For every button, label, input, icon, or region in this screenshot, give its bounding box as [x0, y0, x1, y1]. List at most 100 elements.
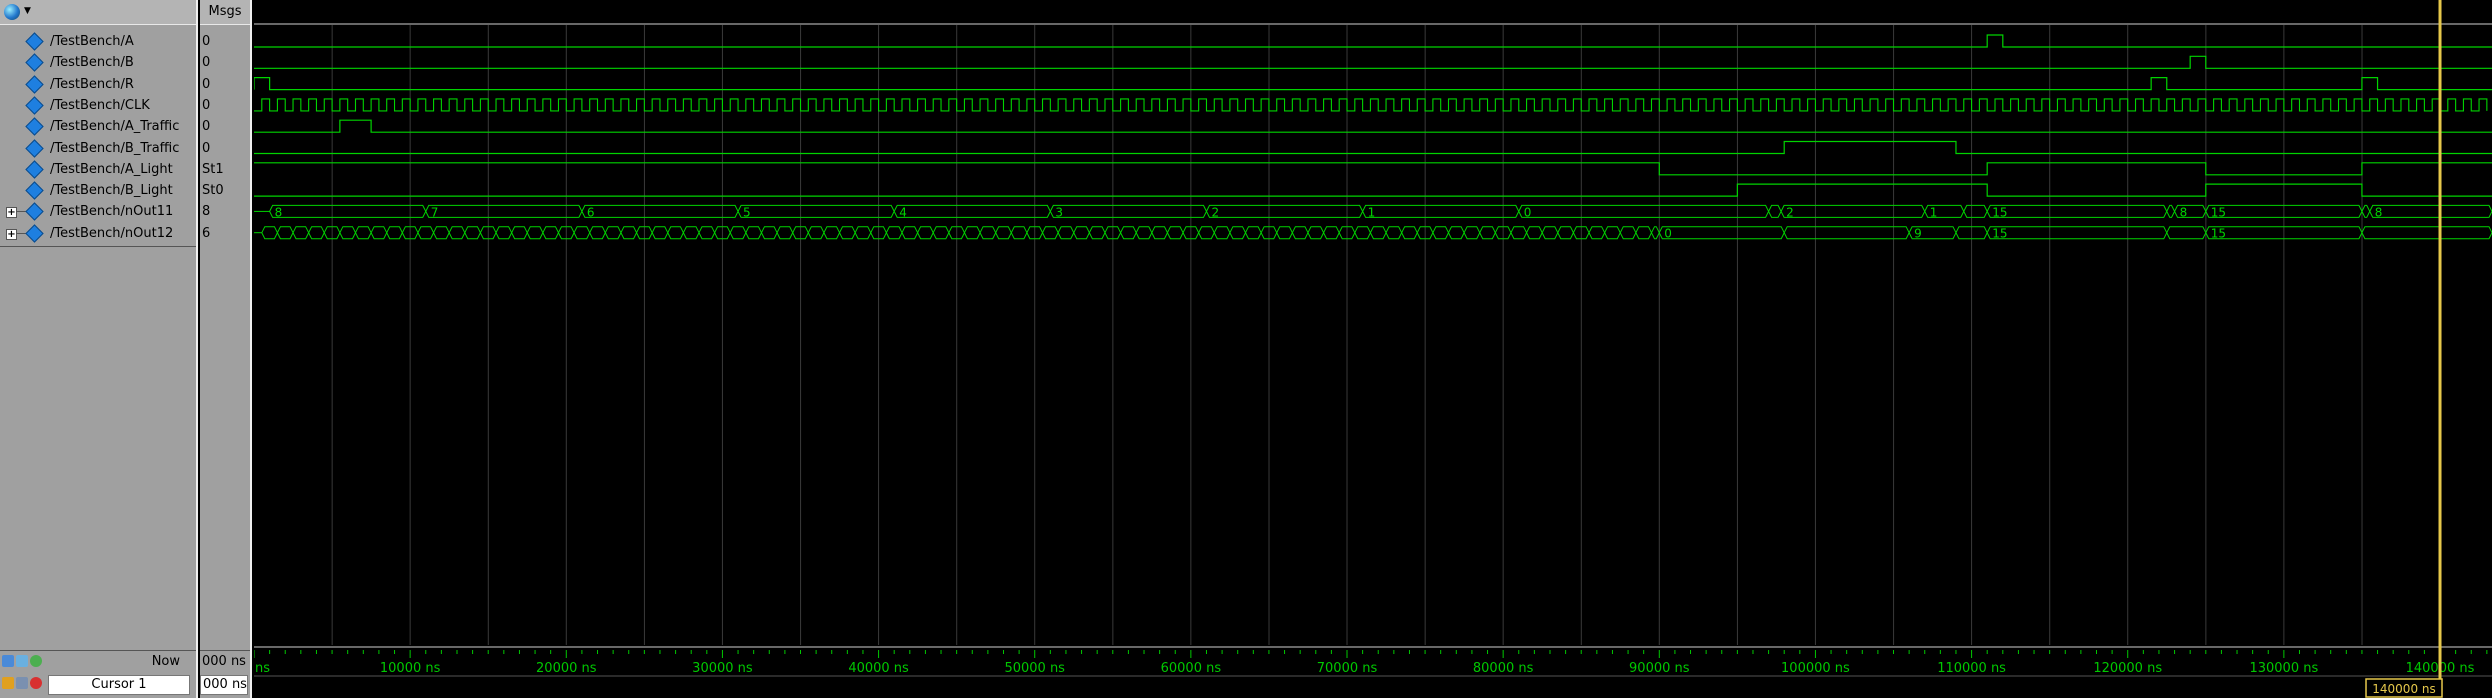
- bus-nOut12-segment: [1151, 226, 1169, 240]
- ruler-label: 130000 ns: [2249, 661, 2318, 676]
- bus-nOut11-segment: [893, 204, 1051, 218]
- add-wave-icon[interactable]: [16, 655, 28, 667]
- signal-icon: [25, 160, 44, 179]
- signal-icon: [25, 223, 44, 243]
- signal-name: /TestBench/nOut11: [50, 204, 174, 220]
- bus-nOut12-segment: [1510, 226, 1528, 240]
- signal-row[interactable]: + /TestBench/nOut12: [0, 223, 196, 244]
- bus-nOut12-segment: [433, 226, 450, 240]
- bus-nOut12-segment: [1619, 226, 1637, 240]
- bus-nOut12-segment: [308, 226, 325, 240]
- bus-nOut11-segment: [2166, 204, 2176, 218]
- ruler-label: 20000 ns: [536, 661, 597, 676]
- signal-row[interactable]: /TestBench/A_Light: [0, 159, 196, 180]
- signal-row[interactable]: /TestBench/A: [0, 31, 196, 52]
- signal-name: /TestBench/B_Light: [50, 183, 173, 199]
- signal-name: /TestBench/B: [50, 55, 134, 71]
- bus-nOut12-segment: [1557, 226, 1574, 240]
- bus-nOut12-segment: [1604, 226, 1621, 240]
- bus-nOut12-segment: [448, 226, 466, 240]
- bus-nOut12-segment: [760, 226, 778, 240]
- cursor-time-box[interactable]: [2365, 678, 2443, 698]
- wave-B-Traffic: [254, 140, 2492, 155]
- cursor-name-field[interactable]: Cursor 1: [48, 675, 190, 695]
- bus-nOut12-segment: [370, 226, 388, 240]
- bus-nOut12-value: 15: [1992, 227, 2007, 241]
- bus-nOut12-segment: [807, 226, 825, 240]
- bus-nOut12-segment: [604, 226, 622, 240]
- bus-nOut12-value: 15: [2211, 227, 2226, 241]
- signal-value: St1: [202, 161, 224, 177]
- values-header: Msgs: [200, 0, 250, 25]
- signal-row[interactable]: + /TestBench/nOut11: [0, 201, 196, 222]
- delete-cursor-icon[interactable]: [30, 677, 42, 689]
- signal-row[interactable]: /TestBench/A_Traffic: [0, 116, 196, 137]
- expand-icon[interactable]: +: [6, 207, 17, 219]
- bus-nOut11-value: 5: [743, 205, 751, 219]
- zoom-icon[interactable]: [2, 655, 14, 667]
- globe-icon[interactable]: [4, 4, 20, 20]
- bus-nOut11-value: 1: [1930, 205, 1938, 219]
- expand-icon[interactable]: +: [6, 228, 17, 240]
- bus-nOut12-segment: [386, 226, 403, 240]
- bus-nOut12-segment: [776, 226, 794, 240]
- bus-nOut12-segment: [2166, 226, 2207, 240]
- bus-nOut12-segment: [1088, 226, 1106, 240]
- waveform-canvas[interactable]: 8 7 6 5 4 3 2 1 0 2 1 15 8 15 8 0 9 15 15 ns 10000 ns 20000 n…: [254, 0, 2492, 698]
- bus-nOut12-segment: [526, 226, 544, 240]
- signal-icon: [25, 74, 44, 94]
- bus-nOut11-value: 8: [2180, 205, 2188, 219]
- lock-icon[interactable]: [2, 677, 14, 689]
- signal-row[interactable]: /TestBench/B: [0, 52, 196, 73]
- bus-nOut12-segment: [729, 226, 747, 240]
- bus-nOut11-segment: [1205, 204, 1364, 218]
- bus-nOut11-segment: [737, 204, 895, 218]
- signal-icon: [25, 96, 44, 115]
- add-cursor-icon[interactable]: [30, 655, 42, 667]
- bus-nOut12-segment: [1783, 226, 1910, 240]
- bus-nOut12-segment: [339, 226, 357, 240]
- tree-connector: [16, 211, 26, 213]
- bus-nOut12-segment: [682, 226, 700, 240]
- signal-icon: [25, 181, 44, 200]
- tree-connector: [16, 232, 26, 234]
- signal-row[interactable]: /TestBench/B_Traffic: [0, 138, 196, 159]
- bus-nOut11-value: 7: [431, 205, 439, 219]
- cursor-value-field[interactable]: 000 ns: [200, 675, 248, 695]
- bus-nOut12-segment: [1244, 226, 1262, 240]
- waveform-area[interactable]: 8 7 6 5 4 3 2 1 0 2 1 15 8 15 8 0 9 15 15 ns 10000 ns 20000 n…: [254, 0, 2492, 698]
- signal-icon: [25, 53, 44, 72]
- signal-value: 0: [202, 76, 211, 92]
- ruler-label: 40000 ns: [848, 661, 909, 676]
- bus-nOut12-segment: [261, 226, 278, 240]
- bus-nOut12-segment: [1401, 226, 1418, 240]
- bus-nOut12-segment: [1447, 226, 1465, 240]
- bus-nOut12-segment: [542, 226, 560, 240]
- bus-nOut12-segment: [1073, 226, 1090, 240]
- ruler-label: 60000 ns: [1161, 661, 1222, 676]
- bus-nOut12-segment: [901, 226, 919, 240]
- bus-nOut12-segment: [917, 226, 934, 240]
- bus-nOut12-segment: [1432, 226, 1450, 240]
- bus-nOut12-segment: [1526, 226, 1543, 240]
- bus-nOut12-segment: [1541, 226, 1559, 240]
- bus-nOut11-segment: [425, 204, 583, 218]
- bus-nOut12-segment: [1166, 226, 1184, 240]
- bus-nOut12-segment: [1135, 226, 1153, 240]
- wave-A-Traffic: [254, 119, 2492, 133]
- bus-nOut12-segment: [823, 226, 841, 240]
- signal-value: 0: [202, 140, 211, 156]
- signal-name: /TestBench/A: [50, 34, 134, 49]
- bus-nOut12-segment: [495, 226, 513, 240]
- signal-row[interactable]: /TestBench/R: [0, 74, 196, 95]
- dropdown-arrow-icon[interactable]: ▼: [24, 6, 31, 16]
- edit-cursor-icon[interactable]: [16, 677, 28, 689]
- bus-nOut12-segment: [1463, 226, 1481, 240]
- bus-nOut12-segment: [1198, 226, 1215, 240]
- signal-row[interactable]: /TestBench/B_Light: [0, 180, 196, 201]
- signal-row[interactable]: /TestBench/CLK: [0, 95, 196, 116]
- bus-nOut12-segment: [932, 226, 950, 240]
- signal-value: 0: [202, 55, 211, 71]
- now-value: 000 ns: [202, 654, 246, 669]
- bus-nOut12-segment: [1658, 226, 1785, 240]
